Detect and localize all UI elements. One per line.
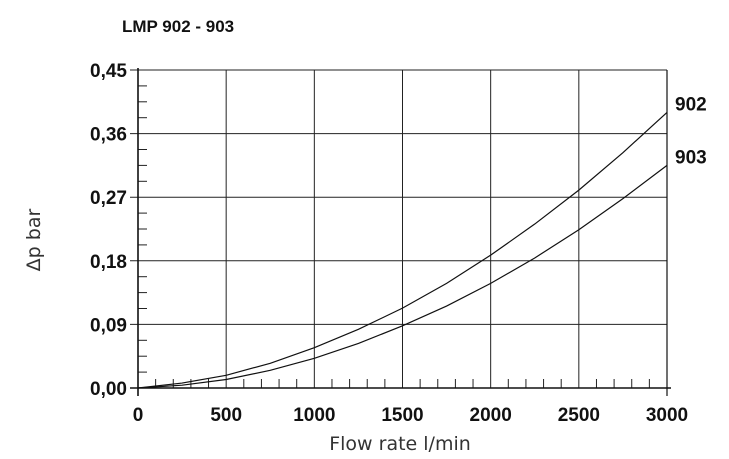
x-tick-label: 1000 bbox=[293, 405, 335, 426]
y-tick-label: 0,36 bbox=[90, 125, 127, 146]
series-line-902 bbox=[137, 111, 668, 389]
x-tick-label: 2500 bbox=[558, 405, 600, 426]
x-tick-label: 3000 bbox=[646, 405, 688, 426]
y-tick-label: 0,00 bbox=[90, 379, 127, 400]
y-tick-label: 0,09 bbox=[90, 315, 127, 336]
x-tick-label: 2000 bbox=[470, 405, 512, 426]
x-axis-label: Flow rate l/min bbox=[329, 433, 471, 455]
axes bbox=[130, 68, 671, 396]
series-lines bbox=[137, 111, 668, 389]
y-tick-label: 0,45 bbox=[90, 61, 127, 82]
series-line-903 bbox=[137, 164, 668, 389]
x-tick-label: 500 bbox=[210, 405, 242, 426]
y-tick-label: 0,27 bbox=[90, 188, 127, 209]
chart-title: LMP 902 - 903 bbox=[122, 17, 234, 36]
x-tick-label: 1500 bbox=[381, 405, 423, 426]
tick-labels: 0 500 1000 1500 2000 2500 3000 0,00 0,09 0,18 0,27… bbox=[90, 61, 688, 426]
y-tick-label: 0,18 bbox=[90, 252, 127, 273]
y-axis-label: Δp bar bbox=[23, 209, 45, 272]
series-label-903: 903 bbox=[675, 147, 707, 168]
grid bbox=[130, 69, 667, 388]
minor-ticks bbox=[138, 85, 650, 388]
x-tick-label: 0 bbox=[133, 405, 144, 426]
series-labels: 902 903 bbox=[675, 94, 707, 168]
series-label-902: 902 bbox=[675, 94, 707, 115]
